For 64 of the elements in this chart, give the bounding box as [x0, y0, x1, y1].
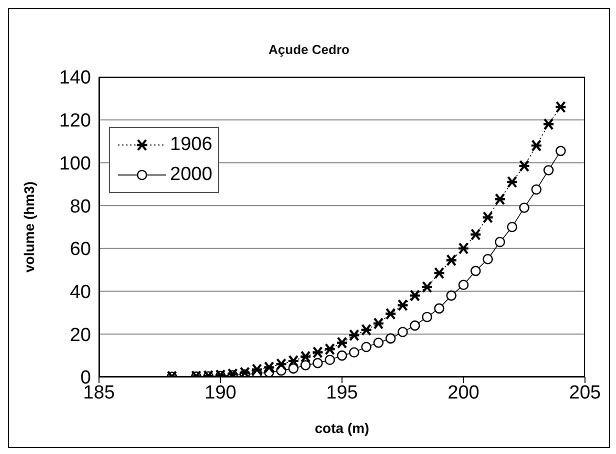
point	[385, 333, 396, 344]
y-tick-label: 60	[70, 239, 91, 260]
point	[433, 266, 446, 280]
point	[263, 361, 276, 374]
point	[543, 165, 554, 176]
x-tick-label: 195	[326, 382, 358, 404]
point	[446, 290, 456, 301]
point	[470, 228, 482, 241]
chart-title: Açude Cedro	[268, 42, 350, 57]
y-tick-label: 120	[59, 110, 91, 132]
point	[422, 312, 432, 322]
point	[408, 289, 421, 302]
y-axis-title: volume (hm3)	[20, 181, 37, 273]
point	[324, 354, 335, 366]
x-tick-label: 190	[204, 382, 236, 404]
point	[542, 118, 555, 130]
point	[506, 176, 518, 188]
point	[556, 146, 566, 156]
point	[518, 160, 530, 172]
point	[275, 358, 288, 370]
point	[361, 342, 372, 352]
point	[434, 303, 444, 314]
point	[482, 211, 494, 224]
legend-label: 2000	[170, 164, 212, 186]
point	[324, 343, 336, 356]
x-tick-label: 200	[448, 382, 480, 404]
point	[482, 254, 493, 264]
point	[360, 324, 372, 336]
y-tick-label: 80	[70, 196, 91, 218]
point	[506, 222, 518, 232]
point	[299, 350, 312, 363]
point	[420, 280, 434, 294]
point	[457, 242, 470, 255]
point	[384, 308, 397, 320]
y-tick-label: 100	[59, 153, 91, 174]
point	[494, 193, 506, 206]
point	[531, 184, 542, 195]
point	[458, 280, 469, 290]
point	[519, 202, 530, 213]
point	[445, 254, 458, 266]
y-tick-label: 40	[70, 282, 91, 304]
point	[494, 236, 506, 248]
point	[398, 326, 408, 338]
point	[348, 329, 360, 342]
point	[287, 354, 300, 368]
legend-label: 1906	[170, 134, 212, 156]
x-axis-title: cota (m)	[314, 420, 370, 436]
point	[373, 338, 384, 348]
y-tick-label: 140	[59, 68, 91, 89]
point	[300, 360, 311, 370]
point	[336, 336, 348, 349]
x-tick-label: 205	[569, 382, 601, 404]
point	[312, 346, 324, 358]
point	[396, 299, 409, 312]
point	[349, 347, 360, 358]
point	[312, 358, 323, 368]
point	[530, 139, 542, 152]
point	[554, 100, 567, 114]
point	[410, 320, 420, 331]
point	[336, 350, 348, 361]
point	[470, 266, 481, 276]
y-tick-label: 20	[70, 324, 91, 346]
point	[250, 363, 264, 376]
point	[372, 317, 385, 330]
